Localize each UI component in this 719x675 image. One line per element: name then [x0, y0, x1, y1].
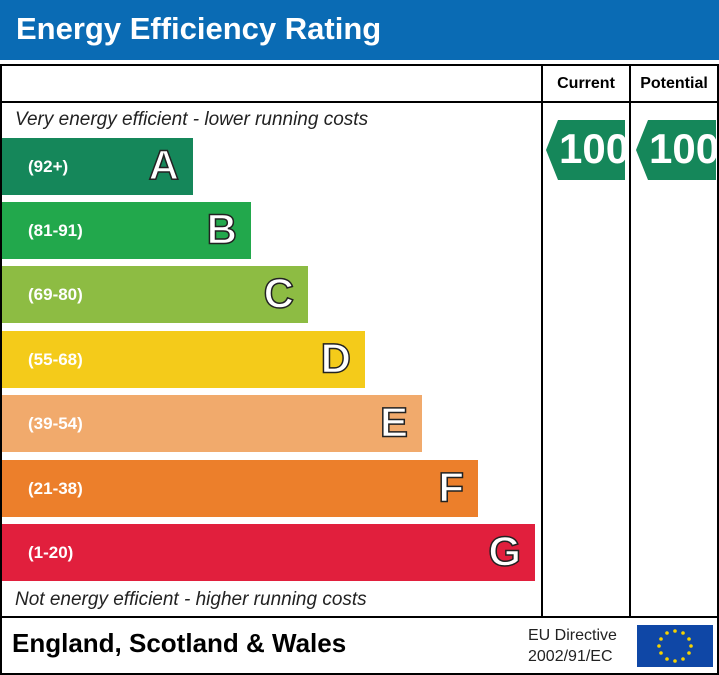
- frame: [0, 64, 719, 675]
- band-letter: G: [488, 528, 521, 575]
- band-letter: D: [321, 335, 351, 382]
- current-arrow: [546, 120, 625, 180]
- band-letter: C: [264, 270, 294, 317]
- band-range: (69-80): [28, 285, 83, 304]
- band-bar: [2, 524, 535, 581]
- title-bar: [0, 0, 719, 60]
- band-bar: [2, 395, 422, 452]
- eu-flag: [637, 625, 713, 667]
- band-bar: [2, 266, 308, 323]
- band-bar: [2, 202, 251, 259]
- band-letter: E: [380, 399, 408, 446]
- bottom-note: Not energy efficient - higher running co…: [15, 589, 367, 610]
- directive: 2002/91/EC: [528, 648, 613, 665]
- region: England, Scotland & Wales: [12, 628, 346, 658]
- current-header: Current: [557, 75, 615, 92]
- band-range: (92+): [28, 157, 68, 176]
- title: Energy Efficiency Rating: [16, 11, 381, 46]
- directive: EU Directive: [528, 627, 617, 644]
- band-bar: [2, 138, 193, 195]
- band-letter: B: [207, 206, 237, 253]
- band-range: (39-54): [28, 414, 83, 433]
- current-rating: 100: [559, 125, 629, 172]
- top-note: Very energy efficient - lower running co…: [15, 109, 369, 130]
- band-range: (55-68): [28, 350, 83, 369]
- band-bar: [2, 460, 478, 517]
- band-range: (21-38): [28, 479, 83, 498]
- potential-header: Potential: [640, 75, 708, 92]
- band-letter: F: [438, 464, 464, 511]
- potential-rating: 100: [649, 125, 719, 172]
- band-letter: A: [149, 142, 179, 189]
- band-range: (1-20): [28, 543, 73, 562]
- potential-arrow: [636, 120, 716, 180]
- band-range: (81-91): [28, 221, 83, 240]
- band-bar: [2, 331, 365, 388]
